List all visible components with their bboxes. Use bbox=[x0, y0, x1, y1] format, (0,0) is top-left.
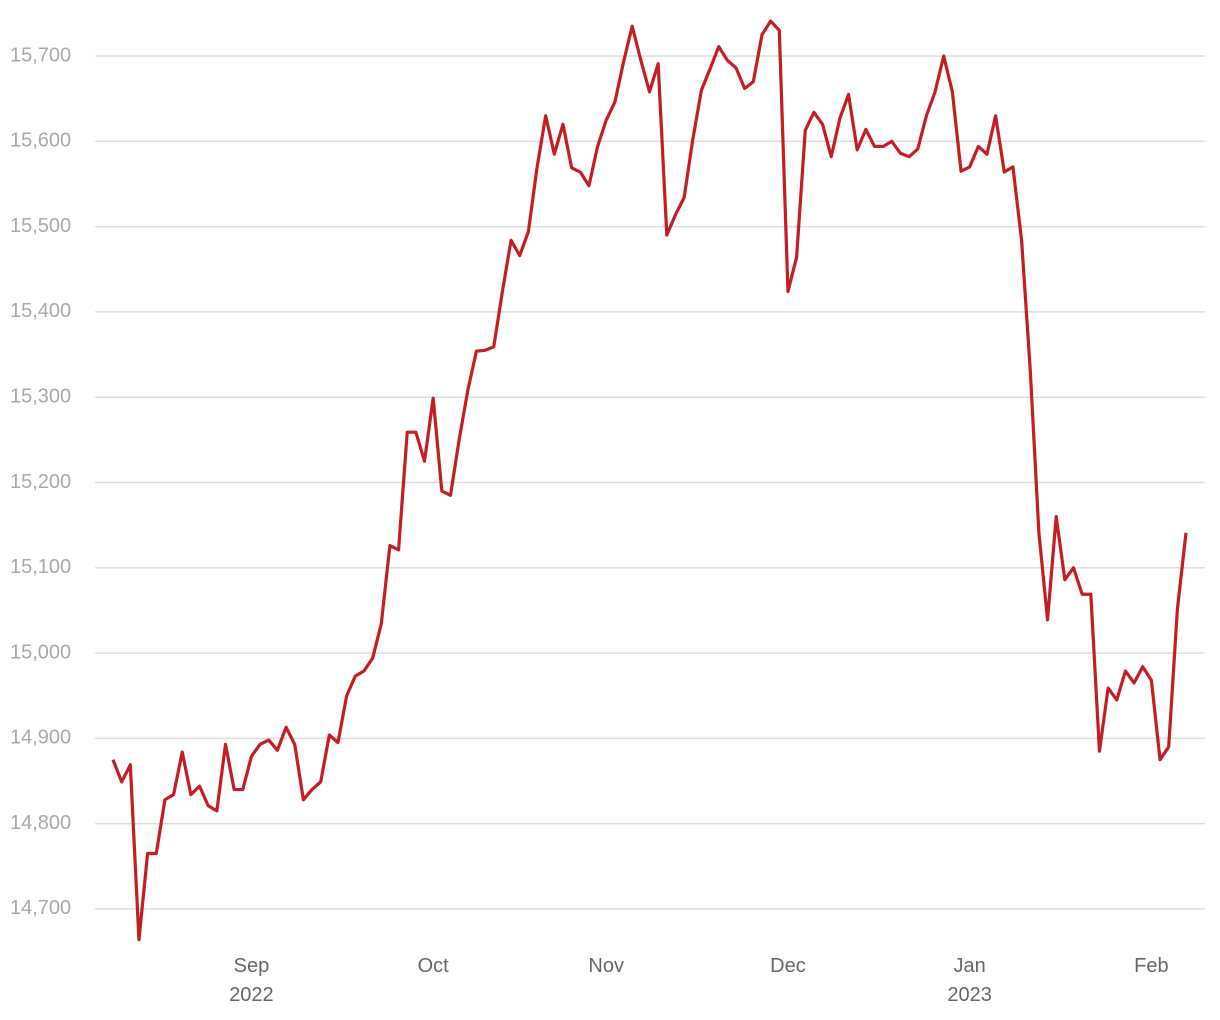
x-tick-label: Dec bbox=[770, 955, 806, 977]
y-tick-label: 15,400 bbox=[10, 300, 71, 322]
y-tick-label: 15,100 bbox=[10, 556, 71, 578]
y-tick-label: 15,000 bbox=[10, 641, 71, 663]
y-tick-label: 15,600 bbox=[10, 130, 71, 152]
x-tick-label: Feb bbox=[1134, 955, 1169, 977]
x-tick-label: Sep 2022 bbox=[229, 955, 274, 1006]
y-tick-label: 15,200 bbox=[10, 471, 71, 493]
y-tick-label: 14,800 bbox=[10, 812, 71, 834]
y-tick-label: 15,300 bbox=[10, 385, 71, 407]
y-tick-label: 15,500 bbox=[10, 215, 71, 237]
line bbox=[111, 19, 1188, 942]
x-tick-label: Nov bbox=[588, 955, 624, 977]
x-tick-label: Jan 2023 bbox=[947, 955, 992, 1006]
x-tick-label: Oct bbox=[417, 955, 449, 977]
y-tick-label: 15,700 bbox=[10, 44, 71, 66]
y-tick-label: 14,700 bbox=[10, 897, 71, 919]
y-tick-label: 14,900 bbox=[10, 727, 71, 749]
